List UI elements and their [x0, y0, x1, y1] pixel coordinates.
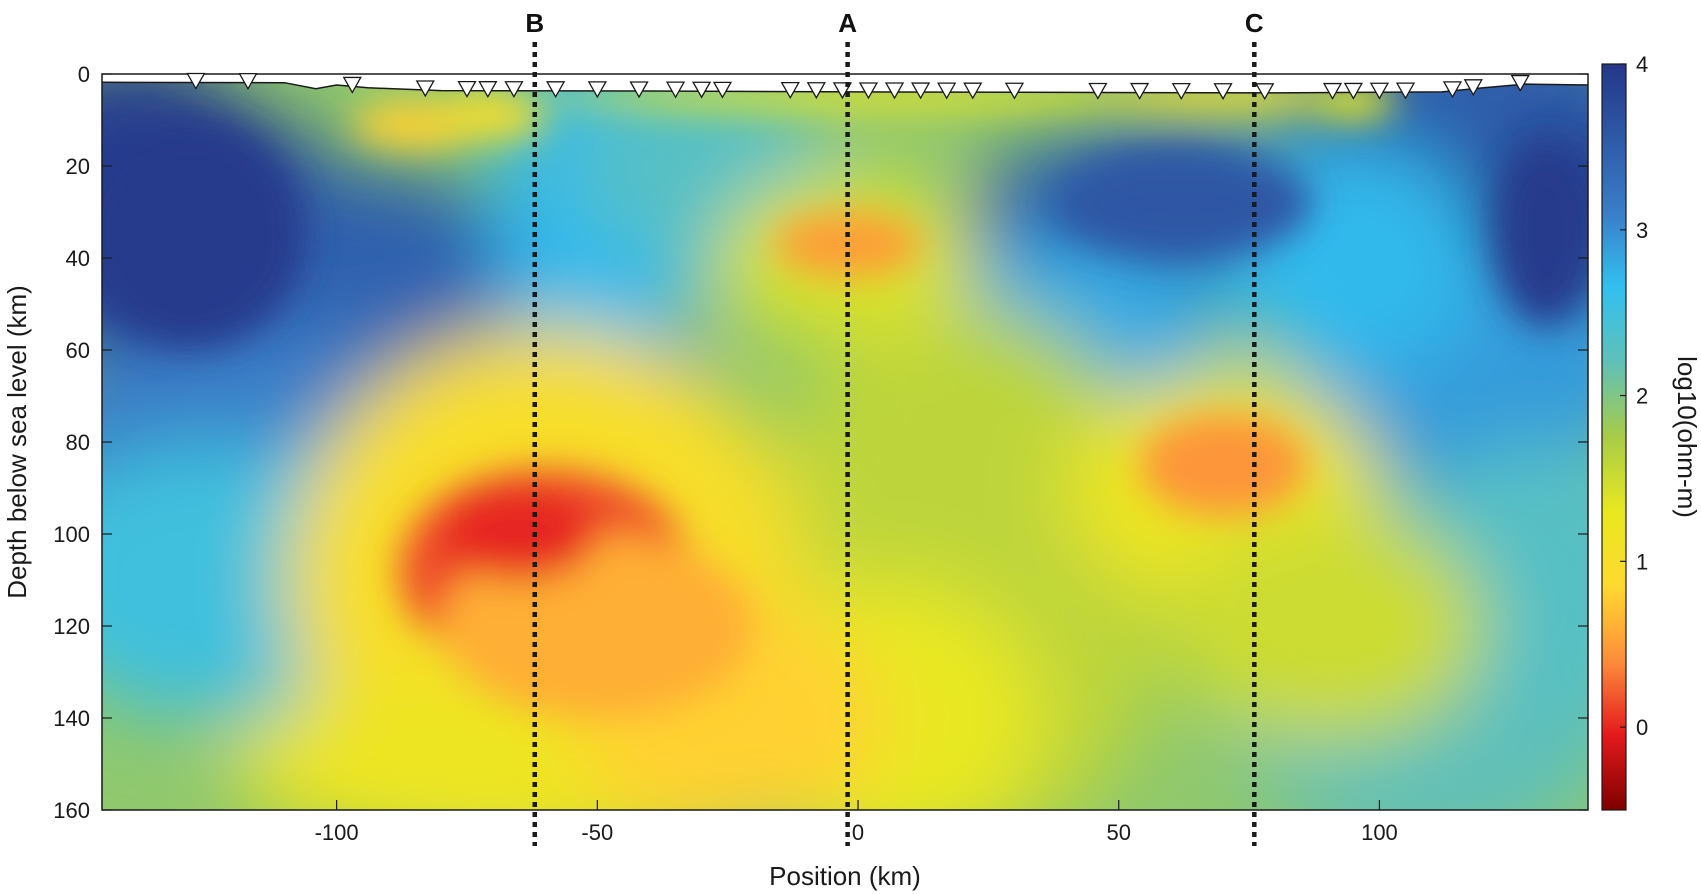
y-tick-label: 80	[66, 430, 90, 455]
colorbar-tick-label: 3	[1636, 218, 1648, 243]
x-tick-label: 50	[1106, 820, 1130, 845]
section-label: B	[525, 8, 544, 38]
y-tick-label: 120	[53, 614, 90, 639]
station-marker	[478, 81, 498, 98]
x-axis: -100 -50 0 50 100	[315, 800, 1398, 845]
station-marker	[780, 81, 800, 99]
colorbar-tick-label: 1	[1636, 549, 1648, 574]
station-marker	[1088, 82, 1108, 100]
y-tick-label: 100	[53, 522, 90, 547]
station-markers	[186, 72, 1530, 101]
y-tick-label: 60	[66, 338, 90, 363]
resistivity-detail	[1139, 414, 1307, 516]
colorbar-title: log10(ohm-m)	[1672, 356, 1701, 518]
x-tick-label: -100	[315, 820, 359, 845]
station-marker	[937, 82, 957, 100]
station-marker	[1463, 79, 1483, 97]
y-axis-title: Depth below sea level (km)	[2, 285, 32, 599]
y-tick-label: 0	[78, 62, 90, 87]
y-axis: 0 20 40 60 80 100 120 140 160	[53, 62, 1588, 823]
y-tick-label: 20	[66, 154, 90, 179]
colorbar-scale	[1601, 63, 1627, 811]
station-marker	[457, 80, 477, 98]
resistivity-blob	[1170, 511, 1484, 741]
station-marker	[1510, 74, 1530, 92]
colorbar-tick-label: 0	[1636, 715, 1648, 740]
station-marker	[1343, 82, 1363, 100]
station-marker	[1442, 81, 1463, 99]
resistivity-detail	[440, 92, 546, 139]
station-marker	[1171, 83, 1191, 100]
resistivity-detail	[440, 488, 598, 580]
station-marker	[1004, 82, 1025, 100]
station-marker	[910, 82, 931, 100]
station-marker	[415, 80, 435, 98]
resistivity-detail	[102, 120, 306, 350]
station-marker	[186, 72, 206, 90]
station-marker	[691, 81, 712, 99]
resistivity-detail	[1494, 143, 1588, 327]
x-tick-label: 100	[1361, 820, 1398, 845]
y-tick-label: 140	[53, 706, 90, 731]
x-tick-label: -50	[581, 820, 613, 845]
x-axis-title: Position (km)	[769, 861, 921, 891]
station-marker	[712, 81, 733, 99]
station-marker	[629, 81, 649, 99]
station-marker	[238, 72, 258, 90]
station-marker	[587, 81, 607, 99]
station-marker	[1255, 83, 1275, 101]
station-marker	[884, 82, 905, 100]
station-marker	[665, 81, 686, 99]
section-label: A	[838, 8, 857, 38]
station-marker	[342, 76, 362, 94]
station-marker	[963, 82, 983, 100]
x-tick-label: 0	[852, 820, 864, 845]
station-marker	[806, 82, 826, 100]
station-marker	[858, 82, 879, 100]
station-marker	[1395, 82, 1416, 100]
section-label: C	[1245, 8, 1264, 38]
station-marker	[1129, 82, 1150, 100]
station-marker	[546, 81, 566, 99]
station-marker	[1322, 82, 1343, 100]
colorbar-tick-label: 4	[1636, 52, 1648, 77]
colorbar-ticks: 0 1 2 3 4	[1620, 52, 1648, 740]
resistivity-field-detail	[102, 83, 1588, 718]
colorbar: 0 1 2 3 4 log10(ohm-m)	[1601, 52, 1701, 811]
y-tick-label: 40	[66, 246, 90, 271]
y-tick-label: 160	[53, 798, 90, 823]
colorbar-tick-label: 2	[1636, 384, 1648, 409]
station-marker	[1213, 83, 1233, 101]
station-marker	[1369, 82, 1390, 100]
station-marker	[504, 81, 524, 99]
resistivity-detail	[1050, 147, 1312, 258]
